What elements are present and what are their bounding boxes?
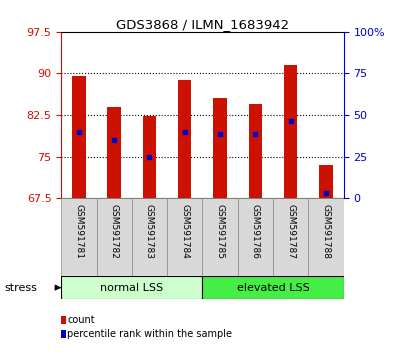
Text: percentile rank within the sample: percentile rank within the sample <box>67 329 232 339</box>
Bar <box>273 198 308 276</box>
Text: GSM591782: GSM591782 <box>110 204 118 258</box>
Title: GDS3868 / ILMN_1683942: GDS3868 / ILMN_1683942 <box>116 18 289 31</box>
Text: normal LSS: normal LSS <box>100 282 164 293</box>
Bar <box>213 98 227 198</box>
Text: elevated LSS: elevated LSS <box>237 282 309 293</box>
Bar <box>96 198 132 276</box>
Text: GSM591785: GSM591785 <box>216 204 225 259</box>
Bar <box>202 198 238 276</box>
Bar <box>308 198 344 276</box>
Bar <box>61 276 202 299</box>
Bar <box>178 80 192 198</box>
Text: GSM591787: GSM591787 <box>286 204 295 259</box>
Text: GSM591788: GSM591788 <box>322 204 331 259</box>
Bar <box>61 198 96 276</box>
Bar <box>72 76 86 198</box>
Bar <box>167 198 202 276</box>
Text: count: count <box>67 315 95 325</box>
Bar <box>143 116 156 198</box>
Bar <box>132 198 167 276</box>
Text: GSM591786: GSM591786 <box>251 204 260 259</box>
Bar <box>284 65 297 198</box>
Bar <box>202 276 344 299</box>
Bar <box>249 104 262 198</box>
Bar <box>238 198 273 276</box>
Bar <box>319 165 333 198</box>
Text: GSM591783: GSM591783 <box>145 204 154 259</box>
Text: GSM591781: GSM591781 <box>74 204 83 259</box>
Bar <box>107 107 121 198</box>
Text: stress: stress <box>4 282 37 293</box>
Text: GSM591784: GSM591784 <box>180 204 189 258</box>
